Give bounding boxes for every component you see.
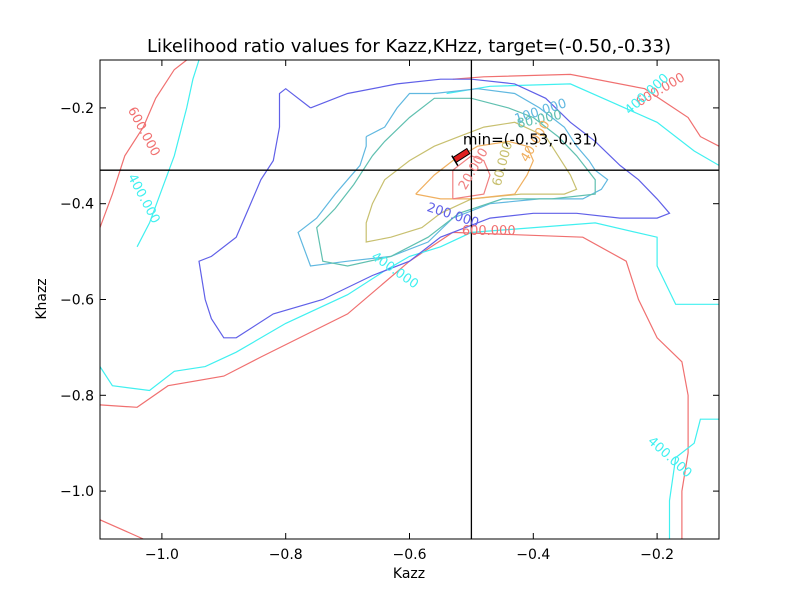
minimum-marker: [451, 147, 471, 166]
y-axis-label: Khazz: [34, 278, 50, 319]
contour-line-600: [452, 73, 719, 147]
x-tick-label: −0.8: [269, 547, 303, 563]
contour-line-40: [415, 140, 534, 200]
minimum-annotation: min=(-0.53,-0.31): [463, 131, 598, 149]
contour-label: 400.000: [124, 172, 162, 227]
contour-line-60: [365, 121, 578, 243]
minimum-arrow-head: [451, 155, 459, 166]
x-tick-label: −0.2: [640, 547, 674, 563]
contour-line-600: [100, 519, 144, 539]
x-tick-label: −0.6: [393, 547, 427, 563]
contour-label: 600.000: [124, 105, 162, 160]
x-axis-ticks: −1.0 −0.8 −0.6 −0.4 −0.2: [145, 60, 674, 563]
contour-line-400: [100, 222, 719, 392]
x-axis-label: Kazz: [393, 566, 425, 582]
y-tick-label: −0.4: [60, 197, 94, 213]
y-tick-label: −0.2: [60, 101, 94, 117]
contour-line-200: [198, 78, 671, 339]
y-tick-label: −0.8: [60, 388, 94, 404]
contour-label: 600.000: [462, 224, 516, 239]
target-crosshair: [100, 60, 719, 539]
contour-lines: [100, 60, 719, 539]
contour-line-100: [297, 88, 609, 267]
x-tick-label: −1.0: [145, 547, 179, 563]
x-tick-label: −0.4: [516, 547, 550, 563]
contour-line-400: [446, 83, 719, 166]
y-axis-ticks: −1.0 −0.8 −0.6 −0.4 −0.2: [60, 101, 719, 500]
contour-line-80: [316, 97, 596, 267]
contour-line-600: [100, 231, 689, 539]
contour-line-400: [668, 418, 719, 539]
contour-line-600: [100, 60, 188, 228]
y-tick-label: −1.0: [60, 484, 94, 500]
y-tick-label: −0.6: [60, 293, 94, 309]
plot-frame: [99, 59, 720, 540]
contour-labels: 600.000400.000600.000400.000100.00080.00…: [124, 70, 694, 481]
contour-line-400: [136, 60, 200, 248]
chart-title: Likelihood ratio values for Kazz,KHzz, t…: [147, 36, 671, 57]
